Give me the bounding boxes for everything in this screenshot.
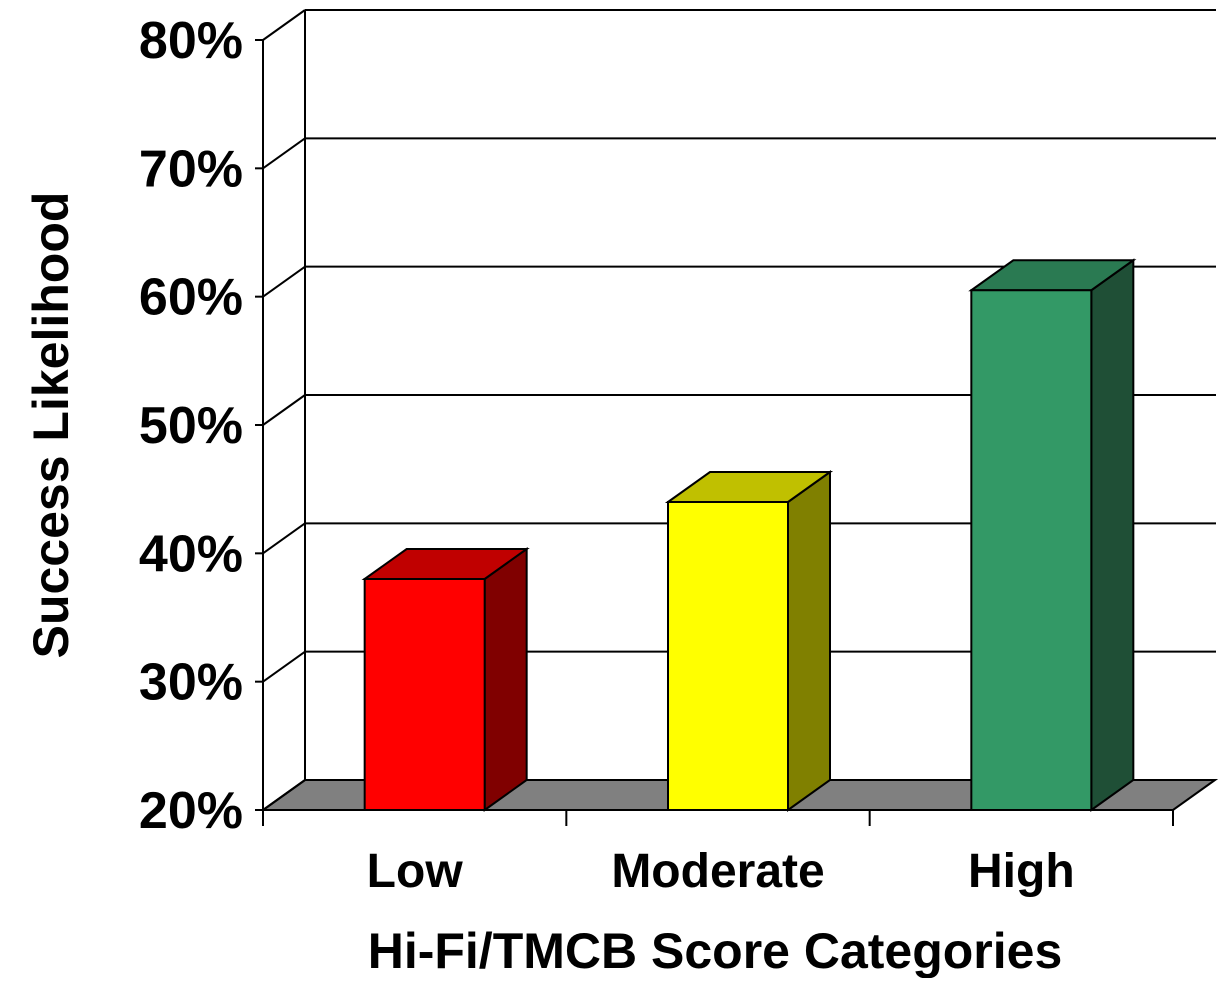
bar-front-face [363,578,486,811]
side-wall-line [262,265,306,298]
tick-labels: 20% 30% 40% 50% 60% 70% 80% Low Moderate High [139,12,1075,898]
side-wall-line [262,779,306,811]
side-wall-line [262,9,306,41]
x-tick-label: Moderate [611,845,824,898]
y-tick-label: 80% [139,12,243,70]
y-tick-label: 50% [139,397,243,455]
bars [361,258,1137,812]
side-wall-line [262,137,306,170]
bar-front-face [970,289,1093,811]
bar-side-face [1090,258,1135,812]
side-wall-line [262,650,306,683]
bar-moderate [664,470,834,812]
y-tick-label: 20% [139,782,243,840]
y-tick-label: 70% [139,140,243,198]
side-wall-line [262,394,306,426]
y-tick-label: 40% [139,525,243,583]
bar-side-face [787,470,831,812]
y-tick-label: 60% [139,269,243,327]
y-axis-title: Success Likelihood [23,192,79,659]
y-tick-label: 30% [139,654,243,712]
side-wall-line [262,522,306,555]
bar-high [968,258,1137,812]
bar-side-face [483,547,528,812]
bar-front-face [667,501,789,811]
x-axis-title: Hi-Fi/TMCB Score Categories [368,923,1063,978]
x-tick-label: Low [367,845,464,898]
x-tick-label: High [968,845,1075,898]
bar-low [361,547,530,812]
